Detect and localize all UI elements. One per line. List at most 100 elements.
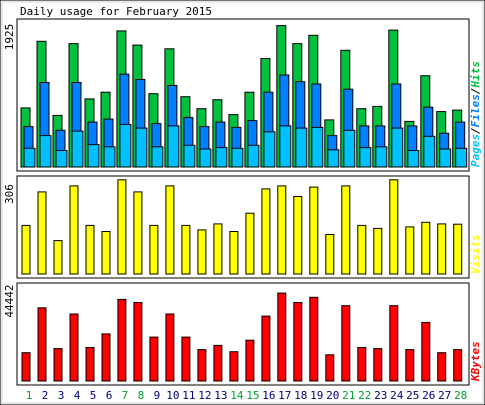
bar-pages-day-19 [311, 126, 324, 168]
bar-kbytes-day-25 [405, 349, 415, 382]
legend-sep1: / [469, 127, 482, 134]
bar-pages-day-12 [199, 148, 212, 168]
y-max-label: 44442 [3, 284, 16, 317]
day-label: 9 [154, 389, 161, 402]
day-label: 16 [262, 389, 275, 402]
day-label: 24 [390, 389, 404, 402]
bar-visits-day-20 [325, 234, 335, 275]
day-label: 14 [230, 389, 244, 402]
day-label: 17 [278, 389, 291, 402]
bar-kbytes-day-18 [293, 302, 303, 382]
bar-visits-day-27 [437, 223, 447, 275]
day-label: 21 [342, 389, 355, 402]
bar-kbytes-day-19 [309, 296, 319, 382]
bar-visits-day-11 [181, 224, 191, 275]
day-label: 28 [454, 389, 467, 402]
legend-sep2: / [469, 88, 482, 95]
legend-kbytes: KBytes [469, 341, 482, 382]
bar-pages-day-9 [151, 146, 164, 168]
bar-visits-day-2 [37, 191, 47, 275]
day-label: 5 [90, 389, 97, 402]
bar-visits-day-23 [373, 227, 383, 275]
bar-kbytes-day-26 [421, 321, 431, 382]
legend-files: Files [469, 94, 482, 127]
bar-kbytes-day-16 [261, 315, 271, 382]
bar-kbytes-day-17 [277, 292, 287, 382]
bar-kbytes-day-23 [373, 348, 383, 382]
bar-kbytes-day-12 [197, 349, 207, 382]
bar-pages-day-13 [215, 147, 228, 168]
bar-visits-day-17 [277, 185, 287, 275]
bar-kbytes-day-7 [117, 298, 127, 382]
bar-pages-day-24 [391, 127, 404, 168]
panel-frame [16, 175, 470, 279]
bar-visits-day-22 [357, 224, 367, 275]
bar-pages-day-7 [119, 123, 132, 168]
day-label: 26 [422, 389, 435, 402]
bar-visits-day-28 [453, 223, 463, 275]
legend-hits-files-pages: Pages/Files/Hits [469, 61, 482, 167]
day-label: 3 [58, 389, 65, 402]
bar-kbytes-day-14 [229, 351, 239, 382]
legend-visits: Visits [469, 234, 482, 274]
bar-visits-day-18 [293, 196, 303, 275]
bar-kbytes-day-1 [21, 352, 31, 382]
panel-visits: 306 Visits [3, 175, 482, 279]
bar-kbytes-day-13 [213, 344, 223, 382]
bar-visits-day-12 [197, 229, 207, 275]
bar-visits-day-25 [405, 226, 415, 275]
bar-pages-day-11 [183, 144, 196, 168]
day-label: 19 [310, 389, 323, 402]
bar-pages-day-18 [295, 127, 308, 168]
bar-visits-day-6 [101, 231, 111, 275]
day-label: 4 [74, 389, 81, 402]
bar-pages-day-4 [71, 130, 84, 168]
day-label: 12 [198, 389, 211, 402]
bar-visits-day-13 [213, 223, 223, 275]
legend-kbytes: KBytes [469, 341, 482, 382]
bar-visits-day-1 [21, 224, 31, 275]
day-label: 13 [214, 389, 227, 402]
bar-kbytes-day-10 [165, 313, 175, 382]
bar-pages-day-10 [167, 125, 180, 168]
bar-kbytes-day-2 [37, 307, 47, 382]
day-label: 1 [26, 389, 33, 402]
day-label: 20 [326, 389, 339, 402]
bar-pages-day-16 [263, 131, 276, 168]
bar-pages-day-15 [247, 144, 260, 168]
bar-kbytes-day-28 [453, 349, 463, 382]
bar-pages-day-2 [39, 135, 52, 168]
bar-kbytes-day-21 [341, 305, 351, 382]
bar-pages-day-23 [375, 146, 388, 168]
bar-kbytes-day-3 [53, 348, 63, 382]
bar-pages-day-5 [87, 144, 100, 168]
bar-visits-day-21 [341, 185, 351, 275]
bar-visits-day-16 [261, 188, 271, 275]
bar-kbytes-day-22 [357, 347, 367, 382]
bar-visits-day-9 [149, 224, 159, 275]
bar-pages-day-20 [327, 149, 340, 168]
bar-pages-day-3 [55, 150, 68, 168]
bar-kbytes-day-15 [245, 339, 255, 382]
legend-hits: Hits [469, 61, 482, 89]
day-label: 2 [42, 389, 49, 402]
bar-pages-day-6 [103, 146, 116, 168]
bar-visits-day-19 [309, 186, 319, 275]
bar-kbytes-day-20 [325, 354, 335, 382]
bar-kbytes-day-8 [133, 302, 143, 382]
bar-kbytes-day-27 [437, 352, 447, 382]
bar-pages-day-27 [439, 148, 452, 168]
bar-pages-day-14 [231, 147, 244, 168]
bar-pages-day-21 [343, 129, 356, 168]
bar-visits-day-14 [229, 231, 239, 275]
bar-pages-day-25 [407, 150, 420, 168]
bar-kbytes-day-24 [389, 305, 399, 382]
panel-kbytes: 44442 KBytes [3, 282, 482, 386]
day-label: 11 [182, 389, 195, 402]
panel-frame [16, 282, 470, 386]
day-label: 8 [138, 389, 145, 402]
bar-visits-day-26 [421, 221, 431, 275]
bar-kbytes-day-9 [149, 336, 159, 382]
